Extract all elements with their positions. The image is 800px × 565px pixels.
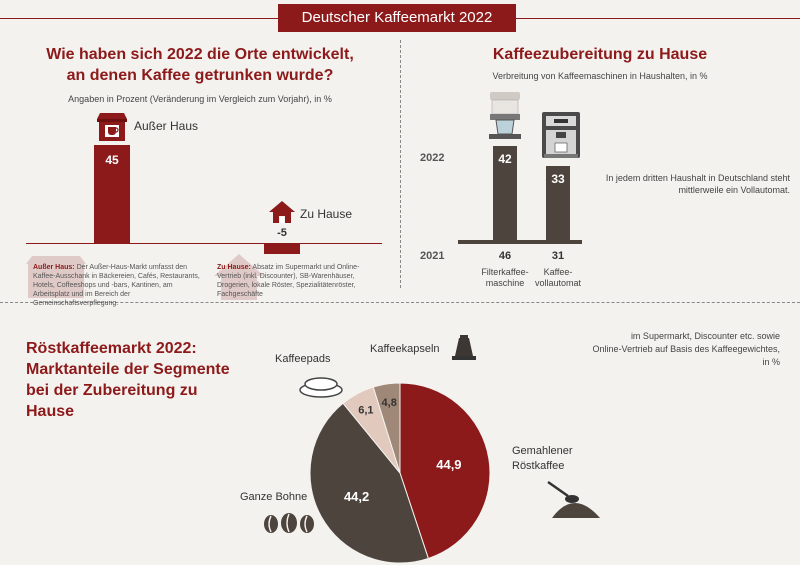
orte-chart: 45 -5 xyxy=(0,0,400,300)
store-icon xyxy=(97,113,127,141)
category-filterkaffeemaschine-line2: maschine xyxy=(485,278,525,288)
filter-coffee-machine-icon xyxy=(489,92,521,139)
note-zu-hause: Zu Hause: Absatz im Supermarkt und Onlin… xyxy=(217,263,382,299)
label-kaffeepads: Kaffeepads xyxy=(275,353,331,365)
label-gemahlener-roestkaffee: Gemahlener Röstkaffee xyxy=(512,444,573,474)
note-aussen-haus: Außer Haus: Der Außer-Haus-Markt umfasst… xyxy=(33,263,203,308)
ground-coffee-icon xyxy=(547,480,600,518)
bottom-note-line2: Online-Vertrieb auf Basis des Kaffeegewi… xyxy=(592,344,780,354)
year-2021-label: 2021 xyxy=(420,250,445,262)
pie-value-ganze-bohne: 44,2 xyxy=(344,489,369,504)
banner-line-left xyxy=(0,18,278,19)
bar-zu-hause xyxy=(264,243,300,254)
left-title-line2: an denen Kaffee getrunken wurde? xyxy=(66,67,334,84)
espresso-machine-icon xyxy=(542,112,580,158)
kaffeemaschinen-chart: 42 33 46 31 Filterkaffee- maschine Kaffe… xyxy=(458,146,590,289)
banner-line-right xyxy=(516,18,800,19)
label-kaffeekapseln: Kaffeekapseln xyxy=(370,343,440,355)
faded-house-icon xyxy=(214,254,264,300)
bottom-note-line1: im Supermarkt, Discounter etc. sowie xyxy=(630,331,780,341)
left-title-line1: Wie haben sich 2022 die Orte entwickelt, xyxy=(46,46,354,63)
note-zu-hause-head: Zu Hause: xyxy=(217,264,251,271)
bar-value-filterkaffeemaschine-2022: 42 xyxy=(498,152,512,166)
label-ganze-bohne: Ganze Bohne xyxy=(240,491,308,503)
page-title: Deutscher Kaffeemarkt 2022 xyxy=(278,4,516,32)
bottom-note: im Supermarkt, Discounter etc. sowie Onl… xyxy=(560,330,780,369)
zu-hause-label: Zu Hause xyxy=(300,207,353,221)
pie-slice-ganze-bohne xyxy=(309,402,429,564)
bar-value-kaffeevollautomat-2022: 33 xyxy=(551,172,565,187)
category-kaffeevollautomat-line1: Kaffee- xyxy=(543,267,573,277)
orte-baseline xyxy=(26,243,382,244)
bottom-title-line3: bei der Zubereitung zu xyxy=(26,382,198,399)
pie-value-kaffeepads: 6,1 xyxy=(358,405,373,417)
bottom-title: Röstkaffeemarkt 2022: Marktanteile der S… xyxy=(26,338,230,422)
bottom-title-line2: Marktanteile der Segmente xyxy=(26,361,230,378)
bar-kaffeevollautomat xyxy=(546,166,570,240)
bottom-note-line3: in % xyxy=(762,357,780,367)
bar-aussen-haus xyxy=(94,145,130,243)
note-zu-hause-text: Absatz im Supermarkt und Online-Vertrieb… xyxy=(217,264,360,298)
house-icon xyxy=(269,201,295,223)
category-kaffeevollautomat: Kaffee- vollautomat xyxy=(526,267,590,289)
category-filterkaffeemaschine-line1: Filterkaffee- xyxy=(481,267,529,277)
pie-slice-gemahlener-roestkaffee xyxy=(399,382,491,560)
coffee-capsule-icon xyxy=(452,335,476,360)
note-aussen-haus-text: Der Außer-Haus-Markt umfasst den Kaffee-… xyxy=(33,264,200,307)
left-title: Wie haben sich 2022 die Orte entwickelt,… xyxy=(0,44,400,86)
value-kaffeevollautomat-2021: 31 xyxy=(551,250,565,262)
category-kaffeevollautomat-line2: vollautomat xyxy=(534,278,582,288)
note-aussen-haus-head: Außer Haus: xyxy=(33,264,75,271)
horizontal-divider xyxy=(0,302,800,303)
pie-value-kaffeekapseln: 4,8 xyxy=(382,397,397,409)
left-subtitle: Angaben in Prozent (Veränderung im Vergl… xyxy=(68,94,332,104)
pie-value-gemahlener-roestkaffee: 44,9 xyxy=(436,457,461,472)
roestkaffee-pie-chart: 44,9 44,2 6,1 4,8 xyxy=(309,382,491,564)
vertical-divider xyxy=(400,40,401,288)
label-gemahlener-roestkaffee-line2: Röstkaffee xyxy=(512,460,565,472)
label-gemahlener-roestkaffee-line1: Gemahlener xyxy=(512,445,573,457)
right-subtitle: Verbreitung von Kaffeemaschinen in Haush… xyxy=(492,71,708,81)
vollautomat-note: In jedem dritten Haushalt in Deutschland… xyxy=(605,173,790,195)
bar-filterkaffeemaschine xyxy=(493,146,517,240)
right-title: Kaffeezubereitung zu Hause xyxy=(492,46,708,63)
aussen-haus-label: Außer Haus xyxy=(134,119,199,133)
year-2022-label: 2022 xyxy=(420,152,445,164)
value-filterkaffeemaschine-2021: 46 xyxy=(498,250,512,262)
bottom-title-line1: Röstkaffeemarkt 2022: xyxy=(26,340,197,357)
bar-value-aussen-haus: 45 xyxy=(105,153,119,167)
bar-value-zu-hause: -5 xyxy=(277,227,287,239)
pie-slice-kaffeekapseln xyxy=(372,382,401,474)
faded-store-icon xyxy=(26,256,86,298)
coffee-pads-icon xyxy=(299,377,343,398)
coffee-beans-icon xyxy=(264,513,314,533)
bottom-title-line4: Hause xyxy=(26,403,75,420)
category-filterkaffeemaschine: Filterkaffee- maschine xyxy=(473,267,537,289)
kaffeemaschinen-baseline xyxy=(458,240,582,244)
